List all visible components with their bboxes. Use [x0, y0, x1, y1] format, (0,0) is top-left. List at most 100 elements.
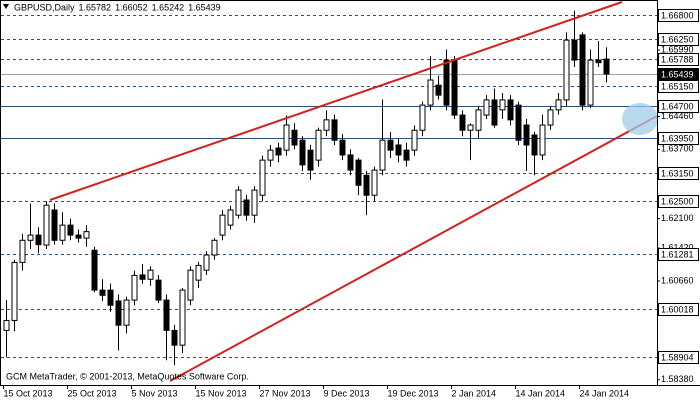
header-value: 1.66052	[115, 2, 148, 12]
candle-body	[67, 224, 74, 236]
candle-body	[475, 109, 482, 131]
level-box	[658, 351, 699, 364]
level-label: 1.62500	[661, 196, 694, 206]
candle-body	[331, 119, 338, 141]
candle-body	[547, 109, 554, 126]
level-box	[658, 9, 699, 22]
level-box	[658, 100, 699, 113]
candle-body	[371, 169, 378, 196]
candle-body	[339, 139, 346, 156]
y-tick-label: 1.63700	[661, 144, 694, 154]
candle-body	[555, 99, 562, 111]
candle-body	[187, 269, 194, 301]
candle-body	[443, 59, 450, 106]
level-label: 1.64700	[661, 101, 694, 111]
candle-body	[211, 239, 218, 256]
x-tick-label: 2 Jan 2014	[452, 388, 497, 398]
candle-body	[539, 124, 546, 156]
y-tick-label: 1.64460	[661, 111, 694, 121]
candles	[3, 10, 610, 366]
header-value: 1.65439	[188, 2, 221, 12]
candle-body	[267, 149, 274, 161]
candle-body	[603, 58, 610, 75]
level-label: 1.65788	[661, 54, 694, 64]
level-box	[658, 195, 699, 208]
candle-body	[43, 204, 50, 246]
candle-body	[435, 84, 442, 96]
level-label: 1.58904	[661, 352, 694, 362]
trend-line-upper	[49, 1, 623, 201]
watermark: GCM MetaTrader, © 2001-2013, MetaQuotes …	[6, 371, 249, 381]
candle-body	[587, 59, 594, 106]
candle-body	[491, 99, 498, 126]
candle-body	[403, 149, 410, 161]
candle-body	[563, 39, 570, 101]
candle-body	[307, 149, 314, 171]
candle-body	[139, 274, 146, 280]
y-tick-label: 1.58380	[661, 374, 694, 384]
candle-body	[51, 209, 58, 241]
trend-line-lower	[169, 115, 658, 382]
candle-body	[27, 234, 34, 241]
x-tick-label: 15 Oct 2013	[4, 388, 53, 398]
candle-body	[203, 254, 210, 271]
candle-body	[115, 300, 122, 326]
level-label: 1.60018	[661, 304, 694, 314]
candle-body	[59, 224, 66, 241]
candle-body	[483, 99, 490, 116]
y-tick-label: 1.60660	[661, 275, 694, 285]
candle-body	[499, 99, 506, 111]
candle-body	[323, 119, 330, 131]
x-tick-label: 14 Jan 2014	[516, 388, 566, 398]
header-value: 1.65782	[79, 2, 112, 12]
candle-body	[459, 114, 466, 131]
levels	[1, 15, 657, 358]
symbol-label: GBPUSD,Daily	[14, 2, 75, 12]
candle-body	[579, 34, 586, 106]
candle-body	[283, 124, 290, 151]
candle-body	[451, 59, 458, 116]
candle-body	[387, 139, 394, 151]
x-tick-label: 24 Jan 2014	[580, 388, 630, 398]
level-label: 1.66250	[661, 34, 694, 44]
candle-body	[251, 189, 258, 216]
candle-body	[11, 261, 18, 321]
candle-body	[363, 174, 370, 196]
x-tick-label: 9 Dec 2013	[324, 388, 370, 398]
candle-body	[227, 209, 234, 226]
last-price-label: 1.65439	[661, 69, 694, 79]
candle-body	[299, 139, 306, 166]
candle-body	[395, 144, 402, 156]
candle-body	[355, 159, 362, 186]
candle-body	[195, 264, 202, 281]
candle-body	[379, 139, 386, 171]
candle-body	[243, 199, 250, 216]
candle-body	[235, 189, 242, 216]
level-box	[658, 53, 699, 66]
level-box	[658, 303, 699, 316]
candle-body	[179, 289, 186, 346]
candle-body	[19, 239, 26, 263]
x-tick-label: 5 Nov 2013	[132, 388, 178, 398]
candle-body	[219, 214, 226, 236]
candle-body	[523, 124, 530, 146]
x-tick-label: 27 Nov 2013	[260, 388, 311, 398]
candle-body	[467, 124, 474, 131]
candle-body	[163, 299, 170, 331]
highlight-ellipse	[622, 103, 658, 135]
level-label: 1.63950	[661, 133, 694, 143]
candle-body	[107, 289, 114, 306]
x-tick-label: 15 Nov 2013	[196, 388, 247, 398]
candle-body	[99, 289, 106, 296]
level-label: 1.61281	[661, 249, 694, 259]
candle-body	[427, 79, 434, 106]
candle-body	[75, 234, 82, 239]
candle-body	[131, 274, 138, 301]
candle-body	[571, 39, 578, 61]
candle-body	[315, 129, 322, 161]
level-box	[658, 248, 699, 261]
candle-body	[595, 59, 602, 64]
x-tick-label: 25 Oct 2013	[68, 388, 117, 398]
